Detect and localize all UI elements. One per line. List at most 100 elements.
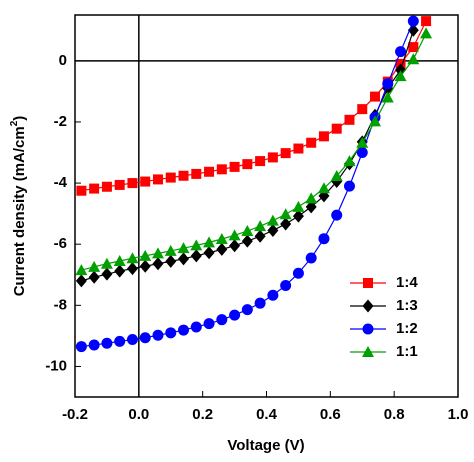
marker xyxy=(165,254,177,268)
marker xyxy=(101,337,113,349)
marker xyxy=(362,299,374,313)
marker xyxy=(306,137,317,148)
marker xyxy=(190,249,202,263)
x-tick-label: -0.2 xyxy=(62,406,88,423)
marker xyxy=(190,239,203,251)
marker xyxy=(363,278,373,288)
marker xyxy=(343,155,356,167)
marker xyxy=(267,289,279,301)
x-tick-label: 0.0 xyxy=(128,406,149,423)
y-tick-label: -4 xyxy=(54,174,68,191)
y-axis-label: Current density (mA/cm2) xyxy=(9,116,28,297)
marker xyxy=(266,214,279,226)
marker xyxy=(152,257,164,271)
marker xyxy=(305,252,317,264)
marker xyxy=(165,327,177,339)
marker xyxy=(317,182,330,194)
marker xyxy=(228,229,241,241)
marker xyxy=(75,274,87,288)
marker xyxy=(357,104,368,115)
marker xyxy=(76,185,87,196)
marker xyxy=(407,15,419,27)
marker xyxy=(242,159,253,170)
marker xyxy=(254,297,266,309)
marker xyxy=(216,314,228,326)
marker xyxy=(280,217,292,231)
y-tick-label: -8 xyxy=(54,296,67,313)
marker xyxy=(88,270,100,284)
marker xyxy=(113,255,126,267)
marker xyxy=(280,148,291,159)
marker xyxy=(381,91,394,103)
marker xyxy=(190,321,202,333)
marker xyxy=(89,183,100,194)
marker xyxy=(178,252,190,266)
marker xyxy=(75,341,87,353)
marker xyxy=(191,168,202,179)
marker xyxy=(356,147,368,159)
marker xyxy=(101,267,113,281)
marker xyxy=(356,136,369,148)
legend-label: 1:3 xyxy=(396,297,418,314)
marker xyxy=(203,318,215,330)
y-tick-label: -2 xyxy=(54,113,67,130)
marker xyxy=(75,264,88,276)
marker xyxy=(165,172,176,183)
marker xyxy=(152,174,163,185)
marker xyxy=(178,170,189,181)
marker xyxy=(114,335,126,347)
marker xyxy=(241,234,253,248)
marker xyxy=(126,262,138,276)
marker xyxy=(139,259,151,273)
y-tick-label: -6 xyxy=(54,235,67,252)
marker xyxy=(164,244,177,256)
x-tick-label: 0.2 xyxy=(192,406,213,423)
marker xyxy=(362,323,374,335)
marker xyxy=(139,249,152,261)
marker xyxy=(408,42,419,53)
marker xyxy=(292,267,304,279)
series-line xyxy=(81,33,427,271)
marker xyxy=(241,304,253,316)
marker xyxy=(331,123,342,134)
legend-label: 1:4 xyxy=(396,274,418,291)
marker xyxy=(255,156,266,167)
marker xyxy=(267,152,278,163)
x-tick-label: 0.8 xyxy=(384,406,405,423)
marker xyxy=(140,176,151,187)
marker xyxy=(88,260,101,272)
marker xyxy=(241,225,254,237)
marker xyxy=(421,16,432,27)
marker xyxy=(152,329,164,341)
x-tick-label: 0.4 xyxy=(256,406,278,423)
series-line xyxy=(81,20,427,192)
marker xyxy=(395,46,407,58)
marker xyxy=(151,247,164,259)
marker xyxy=(318,131,329,142)
marker xyxy=(126,252,139,264)
marker xyxy=(216,164,227,175)
marker xyxy=(330,170,343,182)
marker xyxy=(420,27,433,39)
marker xyxy=(216,242,228,256)
marker xyxy=(318,233,330,245)
marker xyxy=(343,180,355,192)
marker xyxy=(280,279,292,291)
marker xyxy=(88,339,100,351)
x-tick-label: 0.6 xyxy=(320,406,341,423)
marker xyxy=(369,115,382,127)
marker xyxy=(254,229,266,243)
marker xyxy=(126,334,138,346)
marker xyxy=(229,239,241,253)
marker xyxy=(362,346,374,357)
marker xyxy=(127,178,138,189)
marker xyxy=(178,324,190,336)
marker xyxy=(292,209,304,223)
marker xyxy=(331,209,343,221)
marker xyxy=(407,53,420,65)
marker xyxy=(101,181,112,192)
legend-label: 1:2 xyxy=(396,320,418,337)
x-axis-label: Voltage (V) xyxy=(227,437,304,454)
marker xyxy=(177,242,190,254)
